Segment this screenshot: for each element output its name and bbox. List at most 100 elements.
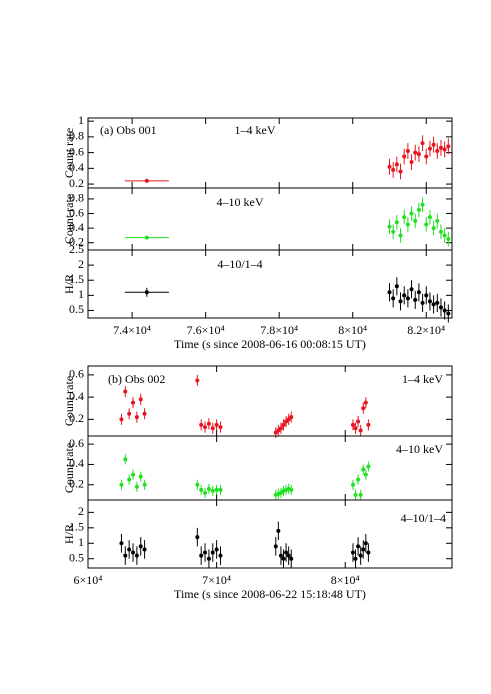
y-tick-label: 0.8 xyxy=(69,129,84,143)
x-tick-label: 7.6×10⁴ xyxy=(187,323,225,337)
data-point xyxy=(203,490,208,495)
data-point xyxy=(218,487,223,492)
data-point xyxy=(391,167,396,172)
x-tick-label: 7.4×10⁴ xyxy=(113,323,151,337)
data-point xyxy=(431,302,436,307)
data-point xyxy=(195,378,200,383)
data-point xyxy=(431,226,436,231)
data-point xyxy=(210,550,215,555)
y-tick-label: 2 xyxy=(78,504,84,518)
data-point xyxy=(409,211,414,216)
data-point xyxy=(144,235,149,240)
data-point xyxy=(350,550,355,555)
data-point xyxy=(361,467,366,472)
data-point xyxy=(363,472,368,477)
data-point xyxy=(431,142,436,147)
data-point xyxy=(131,472,136,477)
data-point xyxy=(210,488,215,493)
data-point xyxy=(391,229,396,234)
energy-band: 4–10/1–4 xyxy=(217,257,262,271)
y-tick-label: 0.8 xyxy=(69,191,84,205)
data-point xyxy=(123,553,128,558)
data-point xyxy=(119,541,124,546)
data-point xyxy=(442,308,447,313)
y-tick-label: 0.4 xyxy=(69,160,84,174)
data-point xyxy=(387,290,392,295)
data-point xyxy=(199,487,204,492)
data-point xyxy=(409,287,414,292)
data-point xyxy=(446,311,451,316)
data-point xyxy=(284,550,289,555)
data-point xyxy=(278,426,283,431)
data-point xyxy=(281,556,286,561)
data-point xyxy=(127,547,132,552)
data-point xyxy=(424,222,429,227)
y-tick-label: 0.2 xyxy=(69,176,84,190)
data-point xyxy=(353,492,358,497)
data-point xyxy=(405,222,410,227)
data-point xyxy=(363,400,368,405)
data-point xyxy=(387,224,392,229)
x-tick-label: 8×10⁴ xyxy=(338,323,367,337)
x-tick-label: 8×10⁴ xyxy=(331,573,360,587)
data-point xyxy=(214,422,219,427)
data-point xyxy=(398,169,403,174)
y-tick-label: 1 xyxy=(78,287,84,301)
data-point xyxy=(123,457,128,462)
energy-band: 1–4 keV xyxy=(402,372,443,386)
y-tick-label: 0.4 xyxy=(69,220,84,234)
data-point xyxy=(358,553,363,558)
data-point xyxy=(134,553,139,558)
data-point xyxy=(273,544,278,549)
data-point xyxy=(119,482,124,487)
data-point xyxy=(195,535,200,540)
data-point xyxy=(350,482,355,487)
data-point xyxy=(435,300,440,305)
data-point xyxy=(394,220,399,225)
data-point xyxy=(203,425,208,430)
data-point xyxy=(363,541,368,546)
panel-frame xyxy=(87,187,453,251)
y-tick-label: 1 xyxy=(78,113,84,127)
data-point xyxy=(394,162,399,167)
data-point xyxy=(416,152,421,157)
y-tick-label: 1.5 xyxy=(69,272,84,286)
data-point xyxy=(435,149,440,154)
data-point xyxy=(127,477,132,482)
y-tick-label: 0.4 xyxy=(69,389,84,403)
data-point xyxy=(420,202,425,207)
data-point xyxy=(214,547,219,552)
data-point xyxy=(218,425,223,430)
data-point xyxy=(398,299,403,304)
x-tick-label: 6×10⁴ xyxy=(74,573,103,587)
data-point xyxy=(358,492,363,497)
data-point xyxy=(214,487,219,492)
data-point xyxy=(353,426,358,431)
data-point xyxy=(138,544,143,549)
y-tick-label: 2.5 xyxy=(69,242,84,256)
y-axis-label: Count rate xyxy=(62,443,76,493)
data-point xyxy=(416,290,421,295)
y-tick-label: 2 xyxy=(78,257,84,271)
data-point xyxy=(398,233,403,238)
data-point xyxy=(131,550,136,555)
y-tick-label: 0.6 xyxy=(69,144,84,158)
data-point xyxy=(131,400,136,405)
data-point xyxy=(278,553,283,558)
y-axis-label: Count rate xyxy=(62,128,76,178)
data-point xyxy=(356,544,361,549)
data-point xyxy=(142,482,147,487)
data-point xyxy=(366,422,371,427)
data-point xyxy=(361,406,366,411)
data-point xyxy=(218,553,223,558)
y-axis-label: H/R xyxy=(62,274,76,294)
data-point xyxy=(134,415,139,420)
data-point xyxy=(413,218,418,223)
x-axis-label: Time (s since 2008-06-16 00:08:15 UT) xyxy=(174,337,366,351)
panel-frame xyxy=(87,249,453,319)
x-tick-label: 7.8×10⁴ xyxy=(260,323,298,337)
data-point xyxy=(199,422,204,427)
data-point xyxy=(413,297,418,302)
data-point xyxy=(442,147,447,152)
